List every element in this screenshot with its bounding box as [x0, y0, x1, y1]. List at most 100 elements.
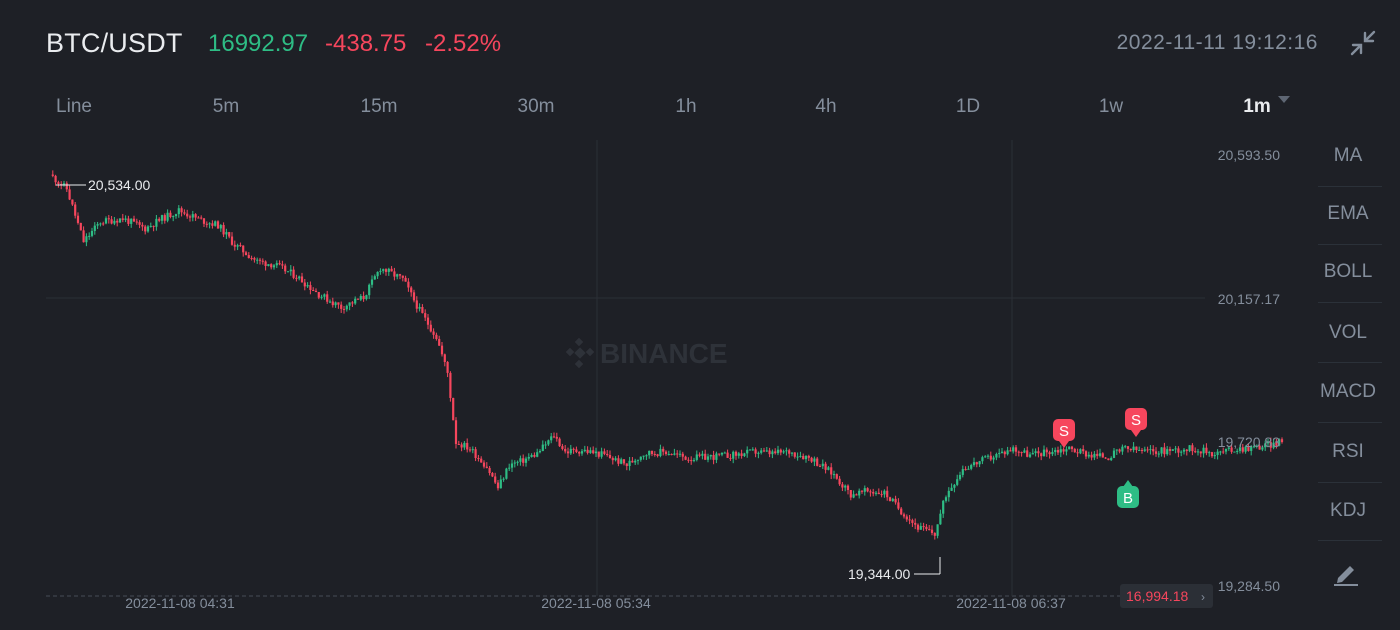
candle-body [144, 226, 147, 232]
indicator-kdj[interactable]: KDJ [1330, 500, 1366, 521]
sell-marker[interactable]: S [1053, 419, 1075, 448]
candle-body [289, 269, 292, 272]
divider [1318, 186, 1382, 187]
candle-body [620, 459, 623, 464]
trading-pair[interactable]: BTC/USDT [46, 28, 183, 58]
candle-body [583, 449, 586, 452]
candle-body [1275, 442, 1278, 446]
candle-body [734, 451, 738, 456]
candle-body [911, 520, 914, 523]
interval-dropdown-icon[interactable] [1278, 96, 1290, 103]
divider [1318, 422, 1382, 423]
candle-body [642, 455, 645, 457]
candle-body [471, 449, 474, 451]
candle-body [278, 263, 281, 265]
buy-marker-label: B [1123, 490, 1133, 507]
tab-30m[interactable]: 30m [517, 96, 555, 117]
indicator-ema[interactable]: EMA [1327, 203, 1369, 224]
tab-1d[interactable]: 1D [955, 96, 981, 117]
candle-body [827, 467, 830, 470]
candle-body [326, 294, 329, 302]
candle-body [631, 460, 634, 463]
candlestick-chart[interactable]: BINANCE 20,593.50 20,157.17 19,720.83 19… [0, 130, 1310, 611]
candle-body [1104, 457, 1107, 459]
candle-body [1224, 448, 1228, 452]
indicator-rsi[interactable]: RSI [1332, 441, 1364, 462]
candle-body [1098, 453, 1102, 456]
candle-body [440, 345, 444, 355]
candle-body [611, 458, 614, 461]
candle-body [272, 265, 276, 268]
current-price-tag[interactable]: 16,994.18 › [1120, 584, 1213, 608]
candle-body [421, 306, 424, 314]
candle-body [320, 296, 323, 298]
candle-body [1199, 451, 1202, 454]
candle-body [835, 474, 838, 479]
candle-body [233, 244, 236, 247]
candle-body [634, 460, 637, 463]
candle-body [1280, 439, 1284, 443]
binance-watermark: BINANCE [565, 337, 728, 369]
candle-body [200, 217, 203, 219]
tab-1m[interactable]: 1m [1243, 96, 1271, 117]
candle-body [426, 317, 430, 325]
candle-body [592, 450, 595, 454]
candle-body [1056, 450, 1060, 453]
candle-body [1143, 449, 1146, 451]
candle-body [71, 199, 74, 205]
candle-body [351, 302, 354, 304]
candle-body [93, 225, 96, 231]
candle-body [76, 215, 80, 223]
tab-1w[interactable]: 1w [1098, 96, 1124, 117]
tab-1h[interactable]: 1h [675, 96, 697, 117]
tab-line[interactable]: Line [56, 96, 92, 117]
candle-body [944, 497, 948, 501]
price-chart[interactable]: BINANCE 20,593.50 20,157.17 19,720.83 19… [0, 130, 1310, 611]
candle-body [118, 218, 122, 223]
candle-body [62, 183, 66, 186]
indicator-boll[interactable]: BOLL [1323, 261, 1373, 282]
candle-body [1146, 449, 1149, 451]
candle-body [645, 455, 648, 457]
candle-body [480, 458, 483, 463]
candle-body [925, 526, 928, 530]
candle-body [541, 444, 544, 452]
candle-body [953, 484, 956, 488]
candle-body [435, 334, 438, 340]
candle-body [536, 452, 539, 457]
candle-body [99, 223, 102, 225]
candle-body [356, 298, 360, 300]
candle-body [247, 255, 250, 258]
collapse-fullscreen-button[interactable] [1348, 28, 1378, 58]
candle-body [1110, 457, 1113, 461]
candle-body [1205, 447, 1208, 454]
sell-marker[interactable]: S [1125, 408, 1147, 437]
candle-body [454, 420, 458, 444]
candle-body [942, 500, 945, 514]
candle-body [1129, 448, 1132, 451]
candle-body [116, 220, 119, 223]
tab-15m[interactable]: 15m [360, 96, 398, 117]
candle-body [832, 474, 836, 476]
candle-body [1266, 442, 1270, 444]
candle-body [390, 268, 393, 272]
candle-body [908, 519, 911, 521]
candle-body [113, 220, 116, 224]
buy-marker[interactable]: B [1117, 480, 1139, 508]
tab-5m[interactable]: 5m [212, 96, 240, 117]
candle-body [790, 452, 794, 454]
candle-body [1048, 452, 1051, 455]
collapse-icon [1350, 30, 1376, 56]
candle-body [1118, 449, 1121, 452]
candle-body [292, 269, 295, 278]
indicator-vol[interactable]: VOL [1328, 322, 1368, 343]
candle-body [468, 449, 472, 451]
candle-body [513, 462, 516, 464]
indicator-ma[interactable]: MA [1333, 145, 1363, 166]
divider [1318, 482, 1382, 483]
candle-body [866, 488, 869, 492]
indicator-macd[interactable]: MACD [1320, 381, 1376, 402]
drawing-tool-button[interactable] [1332, 560, 1360, 586]
tab-4h[interactable]: 4h [815, 96, 837, 117]
candle-body [1006, 450, 1009, 455]
